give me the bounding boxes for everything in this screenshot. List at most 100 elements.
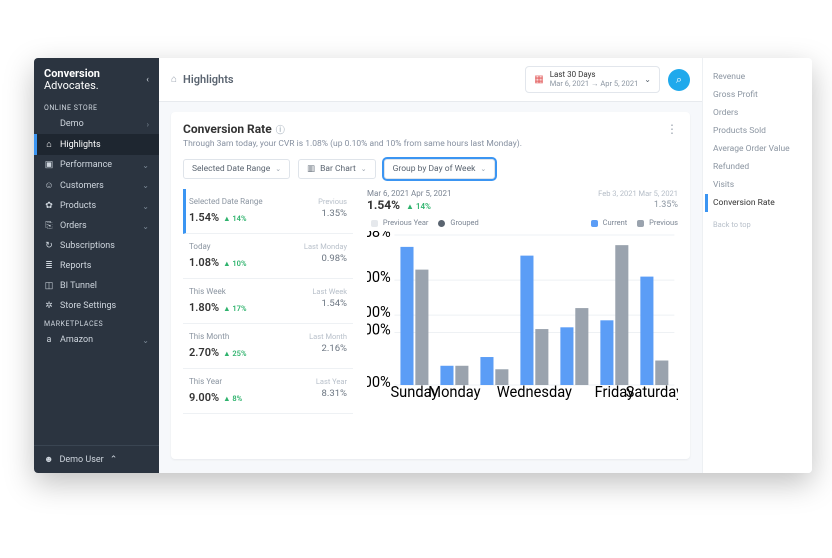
panel-title: Conversion Rate xyxy=(183,122,272,136)
sidebar-item-performance[interactable]: ▣Performance⌄ xyxy=(34,155,159,175)
breadcrumb: ⌂ Highlights xyxy=(171,73,234,86)
rail-item-conversion-rate[interactable]: Conversion Rate xyxy=(705,194,802,212)
rail-item-products-sold[interactable]: Products Sold xyxy=(713,122,802,140)
stat-compare-label: Last Monday xyxy=(304,242,347,251)
stat-value: 9.00% xyxy=(189,391,219,404)
sidebar-item-highlights[interactable]: ⌂ Highlights xyxy=(34,134,159,155)
stat-compare-label: Last Year xyxy=(316,377,347,386)
stat-compare-label: Last Week xyxy=(312,287,347,296)
chevron-down-icon: ⌄ xyxy=(361,165,367,173)
highlights-icon: ⌂ xyxy=(44,139,54,150)
rail-item-average-order-value[interactable]: Average Order Value xyxy=(713,140,802,158)
svg-text:Monday: Monday xyxy=(428,382,481,401)
date-range-select-label: Selected Date Range xyxy=(192,164,270,174)
date-range-value: Mar 6, 2021 → Apr 5, 2021 xyxy=(550,80,639,88)
content-column: ⌂ Highlights ▦ Last 30 Days Mar 6, 2021 … xyxy=(159,58,702,473)
panel-menu-icon[interactable]: ⋮ xyxy=(666,122,678,136)
panel-toolbar: Selected Date Range ⌄ ▥ Bar Chart ⌄ Grou… xyxy=(183,159,678,179)
sidebar-item-subscriptions[interactable]: ↻ Subscriptions xyxy=(34,236,159,256)
sidebar-user-label: Demo User xyxy=(59,455,103,465)
previous-swatch xyxy=(637,220,644,227)
chevron-icon: ⌄ xyxy=(142,202,149,211)
stat-card[interactable]: This Year 9.00% ▲ 8% Last Year 8.31% xyxy=(183,369,353,414)
sidebar-item-products[interactable]: ✿Products⌄ xyxy=(34,196,159,216)
group-by-select[interactable]: Group by Day of Week ⌄ xyxy=(384,159,496,179)
store settings-icon: ✲ xyxy=(44,301,54,311)
stat-label: Today xyxy=(189,242,304,251)
products-icon: ✿ xyxy=(44,201,54,211)
svg-text:8.58%: 8.58% xyxy=(367,231,391,241)
stat-value: 1.54% xyxy=(189,211,219,224)
date-range-picker[interactable]: ▦ Last 30 Days Mar 6, 2021 → Apr 5, 2021… xyxy=(525,66,660,93)
stat-card[interactable]: This Month2.70%▲ 25%Last Month2.16% xyxy=(183,324,353,369)
performance-icon: ▣ xyxy=(44,160,54,170)
stat-label: This Year xyxy=(189,377,316,386)
sidebar-user[interactable]: ☻ Demo User ⌃ xyxy=(34,445,159,473)
stat-label: Selected Date Range xyxy=(189,197,318,206)
stat-compare-label: Last Month xyxy=(309,332,347,341)
sidebar-item-orders[interactable]: ⎘Orders⌄ xyxy=(34,216,159,236)
stat-compare-value: 8.31% xyxy=(316,388,347,399)
svg-text:Saturday: Saturday xyxy=(626,382,678,401)
legend-current: Current xyxy=(603,218,628,227)
stat-delta: ▲ 8% xyxy=(223,394,242,403)
sidebar-item-bi-tunnel[interactable]: ◫BI Tunnel xyxy=(34,276,159,296)
user-icon: ☻ xyxy=(44,454,53,465)
svg-text:3.00%: 3.00% xyxy=(367,320,391,339)
rail-item-refunded[interactable]: Refunded xyxy=(713,158,802,176)
page-title: Highlights xyxy=(183,73,234,86)
chevron-down-icon: ⌄ xyxy=(275,165,281,173)
group-by-label: Group by Day of Week xyxy=(393,164,476,174)
stat-value: 1.08% xyxy=(189,256,219,269)
amazon-icon: a xyxy=(44,335,54,345)
sidebar-item-store-settings[interactable]: ✲ Store Settings xyxy=(34,296,159,316)
conversion-rate-panel: Conversion Rate ⓘ Through 3am today, you… xyxy=(171,112,690,459)
home-icon[interactable]: ⌂ xyxy=(171,74,177,85)
sidebar-item-reports[interactable]: ≣Reports xyxy=(34,256,159,276)
sidebar-item-label: Subscriptions xyxy=(60,241,115,251)
back-to-top-link[interactable]: Back to top xyxy=(713,220,802,229)
current-swatch xyxy=(591,220,598,227)
sidebar-item-customers[interactable]: ☺Customers⌄ xyxy=(34,175,159,196)
stat-compare-label: Previous xyxy=(318,197,347,206)
stat-card[interactable]: This Week1.80%▲ 17%Last Week1.54% xyxy=(183,279,353,324)
stat-value: 1.80% xyxy=(189,301,219,314)
chart-range-previous: Feb 3, 2021 Mar 5, 2021 xyxy=(598,189,678,198)
stat-card[interactable]: Today1.08%▲ 10%Last Monday0.98% xyxy=(183,234,353,279)
chart-column: Mar 6, 2021 Apr 5, 2021 1.54% ▲ 14% Feb … xyxy=(353,189,678,414)
sidebar-item-label: Highlights xyxy=(60,140,101,150)
bar-chart: 0.00%3.00%4.00%6.00%8.58%SundayMondayWed… xyxy=(367,231,678,401)
sidebar-item-demo[interactable]: Demo› xyxy=(34,114,159,134)
chevron-down-icon: ⌄ xyxy=(480,165,486,173)
rail-item-gross-profit[interactable]: Gross Profit xyxy=(713,86,802,104)
rail-item-revenue[interactable]: Revenue xyxy=(713,68,802,86)
chevron-down-icon: ⌄ xyxy=(644,75,651,84)
sidebar-item-label: BI Tunnel xyxy=(60,281,97,291)
info-icon[interactable]: ⓘ xyxy=(276,123,285,136)
sidebar: Conversion Advocates. ‹ ONLINE STORE Dem… xyxy=(34,58,159,473)
orders-icon: ⎘ xyxy=(44,221,54,231)
sidebar-item-label: Customers xyxy=(60,181,104,191)
logo: Conversion Advocates. ‹ xyxy=(34,58,159,100)
search-button[interactable]: ⌕ xyxy=(668,69,690,91)
subscriptions-icon: ↻ xyxy=(44,241,54,251)
legend-grouped: Grouped xyxy=(450,218,478,227)
sidebar-section-marketplaces: MARKETPLACES xyxy=(34,316,159,330)
sidebar-item-label: Store Settings xyxy=(60,301,116,311)
chart-delta-current: ▲ 14% xyxy=(406,202,431,211)
chart-type-select[interactable]: ▥ Bar Chart ⌄ xyxy=(298,159,376,179)
date-range-select[interactable]: Selected Date Range ⌄ xyxy=(183,159,290,179)
sidebar-collapse-icon[interactable]: ‹ xyxy=(146,75,149,85)
search-icon: ⌕ xyxy=(676,73,682,87)
stat-compare-value: 1.54% xyxy=(312,298,347,309)
svg-text:4.00%: 4.00% xyxy=(367,303,391,322)
chart-type-label: Bar Chart xyxy=(320,164,356,174)
rail-item-visits[interactable]: Visits xyxy=(713,176,802,194)
brand-line1: Conversion xyxy=(44,67,100,80)
sidebar-item-amazon[interactable]: aAmazon⌄ xyxy=(34,330,159,350)
rail-item-orders[interactable]: Orders xyxy=(713,104,802,122)
metric-rail: RevenueGross ProfitOrdersProducts SoldAv… xyxy=(702,58,812,473)
stat-card[interactable]: Selected Date Range1.54%▲ 14%Previous1.3… xyxy=(183,189,353,234)
chevron-icon: ⌄ xyxy=(142,222,149,231)
sidebar-item-label: Performance xyxy=(60,160,112,170)
